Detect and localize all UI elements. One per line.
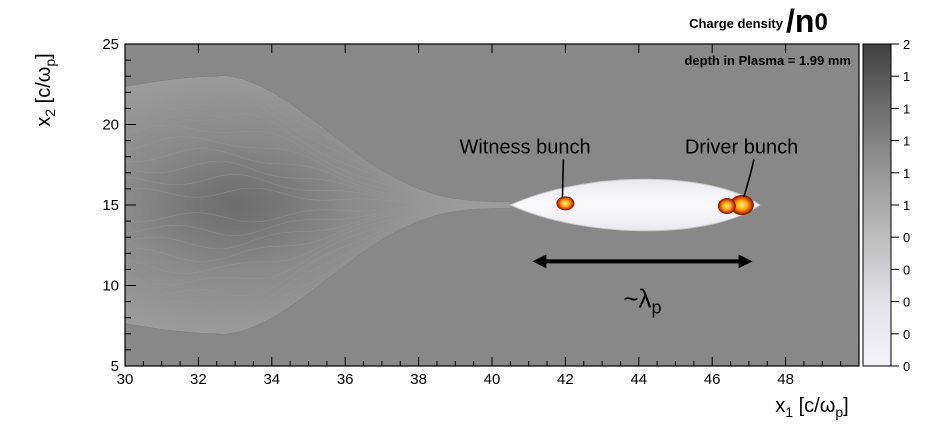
x-tick-label: 34 [263,371,280,388]
plasma-wavelength-arrow [532,254,753,269]
driver-bunch-marker [729,195,754,215]
colorbar-tick-label: 0 [903,295,910,310]
colorbar-tick-label: 1 [903,166,910,181]
x-tick-label: 44 [630,371,647,388]
driver-bunch-leader [743,159,755,198]
colorbar-tick-label: 1 [903,198,910,213]
sheath-trajectory [125,174,511,205]
sheath-trajectory [125,97,511,203]
x-tick-label: 30 [117,371,134,388]
sheath-trajectory [125,205,511,262]
sheath-trajectory [125,206,511,285]
x-tick-label: 48 [777,371,794,388]
x-tick-label: 46 [704,371,721,388]
colorbar-axis: 2 1 1 1 1 1 0 0 0 0 0 [891,37,910,374]
colorbar-tick-label: 2 [903,37,910,52]
y-tick-label: 5 [111,358,119,375]
y-tick-label: 15 [102,197,119,214]
sheath-trajectory [125,206,511,274]
colorbar-tick-label: 0 [903,327,910,342]
sheath-trajectory [125,83,511,203]
chart-title-normalization: /n0 [786,3,828,39]
colorbar-tick-label: 0 [903,230,910,245]
x-tick-label: 38 [410,371,427,388]
electron-sheath [125,75,511,335]
y-tick-label: 10 [102,278,119,295]
sheath-trajectory [125,207,511,327]
sheath-trajectory [125,207,511,296]
y-tick-label: 20 [102,117,119,134]
witness-bunch-label: Witness bunch [459,136,590,158]
sheath-trajectory [125,114,511,203]
plot-field [125,75,761,335]
plasma-bubble [509,178,761,232]
witness-bunch-marker [556,196,575,211]
x-axis: 30 32 34 36 38 40 42 44 46 48 [117,44,842,388]
plasma-wavelength-label: ~λp [623,283,661,317]
sheath-trajectory [125,205,511,250]
sheath-trajectory [125,207,511,313]
x-tick-label: 40 [484,371,501,388]
driver-bunch-marker-tail [717,198,736,214]
colorbar [862,43,892,367]
chart-title: Charge density [689,16,784,31]
x-tick-label: 36 [337,371,354,388]
sheath-trajectory [125,148,511,205]
colorbar-tick-label: 0 [903,359,910,374]
sheath-trajectory [125,187,511,205]
sheath-trajectory [125,136,511,204]
sheath-trajectory [125,125,511,204]
y-axis-title: x2 [c/ωp] [33,53,58,126]
x-axis-title: x1 [c/ωp] [775,395,848,420]
driver-bunch-label: Driver bunch [685,136,798,158]
colorbar-tick-label: 1 [903,134,910,149]
x-tick-label: 32 [190,371,207,388]
sheath-trajectory [125,160,511,205]
witness-bunch-leader [561,159,565,198]
colorbar-tick-label: 1 [903,69,910,84]
y-axis: 5 10 15 20 25 [102,36,136,375]
x-tick-label: 42 [557,371,574,388]
depth-label: depth in Plasma = 1.99 mm [684,53,851,68]
sheath-trajectories [125,83,511,327]
sheath-trajectory [125,205,511,223]
colorbar-tick-label: 1 [903,101,910,116]
y-tick-label: 25 [102,36,119,53]
colorbar-tick-label: 0 [903,262,910,277]
sheath-trajectory [125,205,511,236]
